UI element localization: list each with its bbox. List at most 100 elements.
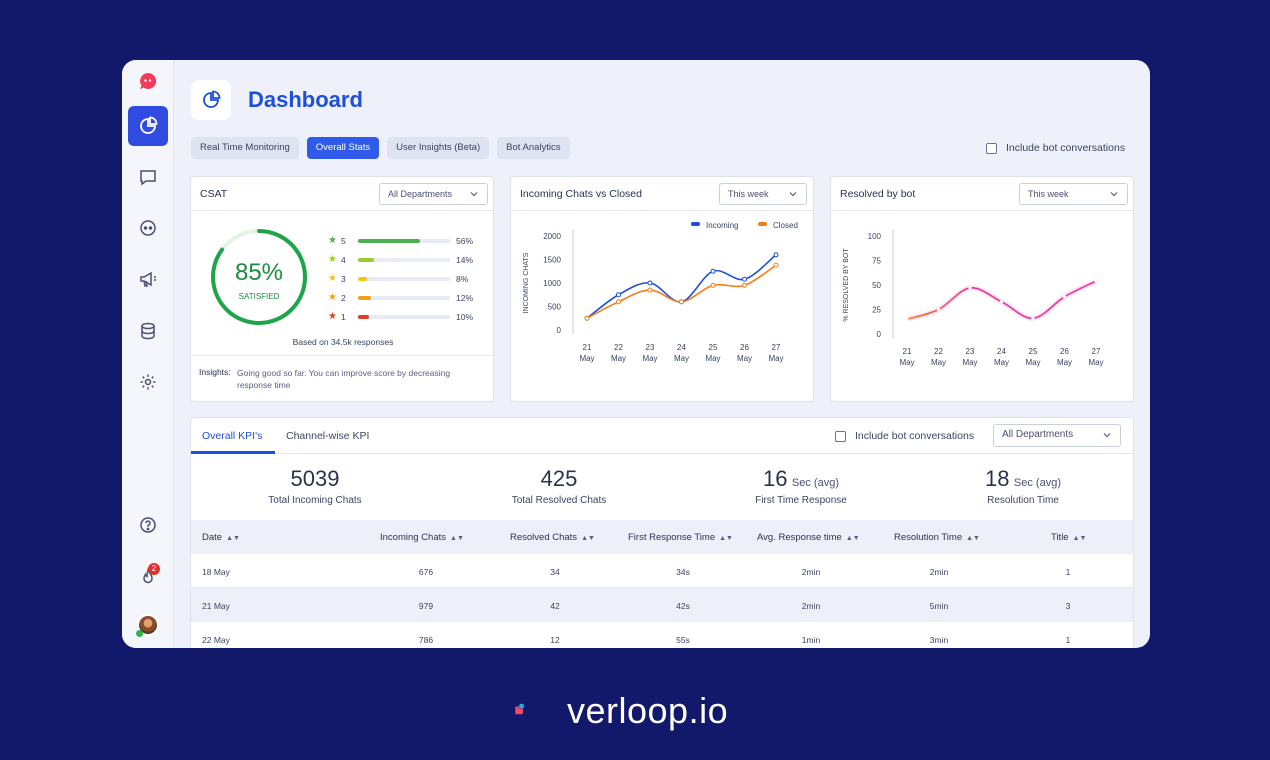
legend-label: Incoming: [706, 221, 738, 230]
column-header-avg-response[interactable]: Avg. Response time ▲▼: [757, 532, 860, 543]
table-row[interactable]: 22 May 786 12 55s 1min 3min 1: [191, 622, 1133, 648]
sidebar-item-database[interactable]: [128, 311, 168, 351]
include-bot-checkbox[interactable]: [986, 142, 997, 154]
sidebar-item-help[interactable]: [128, 505, 168, 545]
verloop-logo-icon[interactable]: [139, 72, 157, 90]
resolved-period-select[interactable]: This week: [1019, 183, 1128, 205]
kpi-include-bot-toggle[interactable]: Include bot conversations: [835, 430, 974, 442]
tab-real-time-monitoring[interactable]: Real Time Monitoring: [191, 137, 299, 159]
sort-icon: ▲▼: [1072, 535, 1087, 542]
star-icon: ★: [328, 254, 337, 265]
data-point[interactable]: [742, 282, 747, 288]
help-icon: [140, 517, 156, 533]
rating-stars: 3: [341, 274, 346, 284]
tab-user-insights[interactable]: User Insights (Beta): [387, 137, 490, 159]
tab-channel-wise-kpi[interactable]: Channel-wise KPI: [286, 430, 370, 442]
data-point[interactable]: [647, 280, 653, 286]
pie-chart-icon: [140, 116, 158, 134]
rating-bar-fill: [358, 239, 420, 243]
x-tick-label: May: [931, 358, 946, 367]
metric-value: 16: [762, 466, 788, 491]
include-bot-toggle[interactable]: Include bot conversations: [986, 142, 1125, 154]
kpi-include-bot-label: Include bot conversations: [855, 430, 975, 442]
cell-date: 22 May: [202, 635, 230, 645]
data-point[interactable]: [999, 300, 1004, 304]
tab-bar: Real Time Monitoring Overall Stats User …: [191, 137, 570, 159]
avatar[interactable]: [137, 614, 159, 636]
x-tick-label: May: [962, 358, 977, 367]
sort-icon: ▲▼: [966, 535, 980, 542]
x-tick-label: 26: [1060, 347, 1069, 356]
tab-bot-analytics[interactable]: Bot Analytics: [497, 137, 570, 159]
incoming-chats-header: Incoming Chats vs Closed This week: [511, 177, 813, 211]
data-point[interactable]: [710, 268, 716, 274]
gear-icon: [140, 374, 156, 390]
rating-bar-track: [358, 296, 450, 300]
x-tick-label: May: [1025, 358, 1040, 367]
sidebar-item-notifications[interactable]: [128, 557, 168, 597]
column-header-first-response[interactable]: First Response Time ▲▼: [628, 532, 733, 543]
csat-department-value: All Departments: [388, 189, 453, 199]
table-row[interactable]: 18 May 676 34 34s 2min 2min 1: [191, 554, 1133, 588]
column-header-resolution[interactable]: Resolution Time ▲▼: [894, 532, 980, 543]
x-tick-label: May: [768, 354, 783, 363]
tab-overall-kpis[interactable]: Overall KPI's: [202, 430, 263, 442]
data-point[interactable]: [647, 287, 653, 293]
data-point[interactable]: [584, 315, 590, 321]
active-tab-indicator: [191, 451, 275, 454]
y-tick-label: 2000: [543, 232, 561, 241]
data-point[interactable]: [679, 299, 684, 305]
column-header-title[interactable]: Title ▲▼: [1051, 532, 1087, 543]
cell-resolved: 42: [550, 601, 560, 611]
data-point[interactable]: [1062, 295, 1067, 299]
chevron-down-icon: [470, 192, 478, 197]
cell-avg-response: 1min: [801, 635, 821, 645]
sidebar-item-bots[interactable]: [128, 208, 168, 248]
csat-department-select[interactable]: All Departments: [379, 183, 488, 205]
y-tick-label: 500: [548, 303, 562, 312]
star-icon: ★: [328, 273, 337, 284]
data-point[interactable]: [968, 286, 972, 290]
column-header-incoming[interactable]: Incoming Chats ▲▼: [380, 532, 464, 543]
data-point[interactable]: [936, 307, 941, 312]
data-point[interactable]: [616, 292, 621, 298]
data-point[interactable]: [742, 276, 747, 282]
data-point[interactable]: [905, 317, 909, 321]
x-tick-label: May: [611, 354, 626, 363]
star-icon: ★: [328, 235, 337, 246]
data-point[interactable]: [710, 282, 716, 288]
rating-bar-fill: [358, 296, 372, 300]
tab-overall-stats[interactable]: Overall Stats: [306, 137, 380, 159]
incoming-period-select[interactable]: This week: [719, 183, 807, 205]
kpi-department-select[interactable]: All Departments: [993, 424, 1121, 447]
app-window: 2 Dashboard Real Time Monitoring Overall…: [122, 60, 1150, 648]
cell-title: 1: [1065, 635, 1071, 645]
column-header-date[interactable]: Date ▲▼: [202, 532, 240, 543]
column-header-resolved[interactable]: Resolved Chats ▲▼: [510, 532, 595, 543]
data-point[interactable]: [1031, 316, 1035, 320]
sidebar-item-settings[interactable]: [128, 362, 168, 402]
cell-title: 1: [1065, 567, 1071, 577]
data-point[interactable]: [1094, 279, 1098, 283]
x-tick-label: 22: [614, 343, 623, 352]
data-point[interactable]: [616, 299, 621, 305]
series-line-incoming: [586, 254, 777, 319]
sidebar-item-dashboard[interactable]: [128, 106, 168, 146]
sidebar-item-chats[interactable]: [128, 157, 168, 197]
rating-percent: 10%: [456, 312, 474, 322]
metric-value: 5039: [290, 466, 340, 491]
rating-bar-track: [358, 258, 450, 262]
chevron-down-icon: [789, 192, 797, 197]
table-row[interactable]: 21 May 979 42 42s 2min 5min 3: [191, 588, 1133, 622]
data-point[interactable]: [773, 252, 779, 258]
insights-label: Insights:: [199, 367, 231, 377]
rating-bar-fill: [358, 315, 370, 319]
database-icon: [141, 322, 155, 340]
rating-percent: 8%: [456, 274, 469, 284]
data-point[interactable]: [773, 262, 779, 268]
rating-stars: 5: [341, 236, 346, 246]
include-bot-label: Include bot conversations: [1006, 142, 1126, 154]
kpi-include-bot-checkbox[interactable]: [835, 430, 846, 442]
sidebar-item-campaigns[interactable]: [128, 259, 168, 299]
y-axis-label: INCOMING CHATS: [523, 252, 530, 313]
